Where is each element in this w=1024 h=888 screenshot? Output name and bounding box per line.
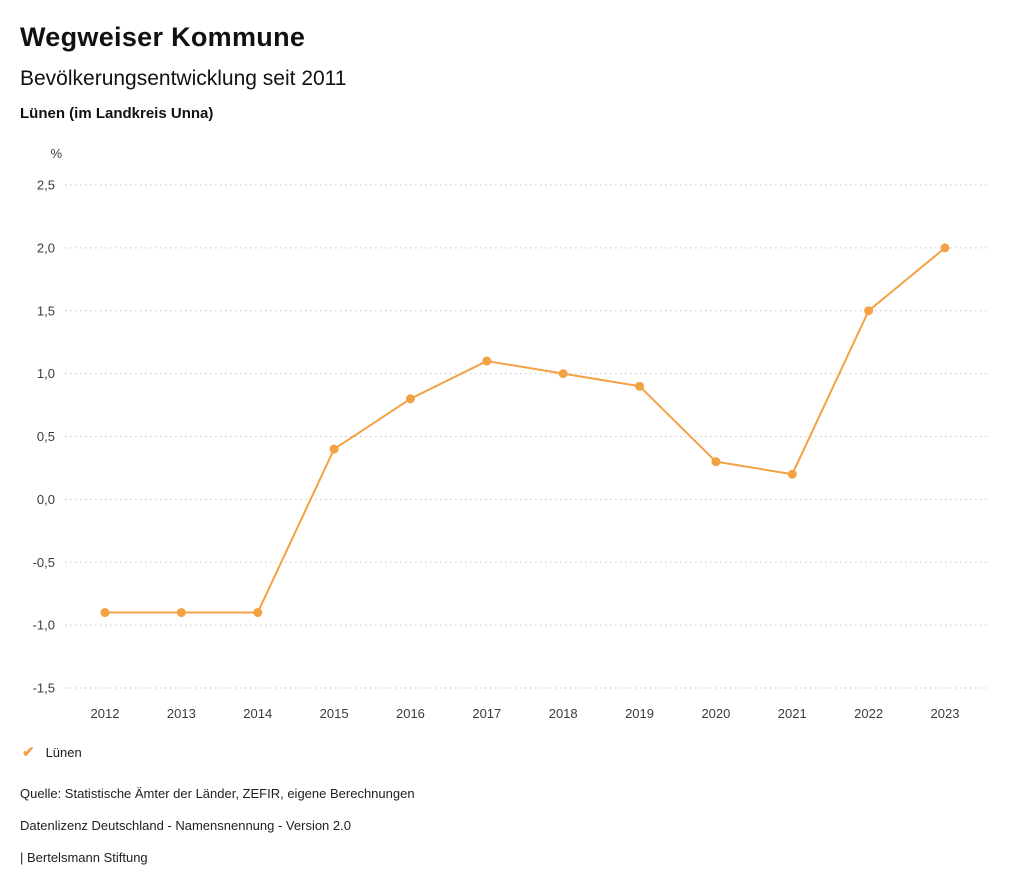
legend: ✔ Lünen [22, 745, 82, 760]
data-point[interactable] [787, 469, 797, 479]
license-line: Datenlizenz Deutschland - Namensnennung … [20, 818, 351, 833]
x-tick-label: 2017 [472, 706, 501, 721]
y-tick-label: 1,0 [37, 366, 55, 381]
x-tick-label: 2021 [778, 706, 807, 721]
y-tick-label: 0,5 [37, 429, 55, 444]
x-tick-label: 2020 [701, 706, 730, 721]
y-tick-label: -1,5 [33, 681, 55, 696]
x-tick-label: 2013 [167, 706, 196, 721]
legend-check-icon: ✔ [22, 744, 35, 761]
page-title: Wegweiser Kommune [20, 22, 306, 52]
data-point[interactable] [711, 457, 721, 467]
data-point[interactable] [558, 369, 568, 379]
footer: Quelle: Statistische Ämter der Länder, Z… [20, 786, 415, 882]
legend-item-luenen[interactable]: ✔ Lünen [22, 745, 82, 760]
x-tick-label: 2018 [549, 706, 578, 721]
data-point[interactable] [482, 356, 492, 366]
x-tick-label: 2019 [625, 706, 654, 721]
data-point[interactable] [253, 608, 263, 618]
chart-location-subtitle: Lünen (im Landkreis Unna) [20, 105, 214, 122]
y-tick-label: -1,0 [33, 618, 55, 633]
x-tick-label: 2015 [320, 706, 349, 721]
series-line [104, 246, 946, 614]
y-tick-label: 1,5 [37, 303, 55, 318]
data-point[interactable] [100, 608, 110, 618]
x-tick-label: 2023 [931, 706, 960, 721]
data-point[interactable] [405, 394, 415, 404]
attribution-line: | Bertelsmann Stiftung [20, 850, 148, 865]
y-tick-label: 2,0 [37, 240, 55, 255]
legend-label: Lünen [45, 745, 82, 760]
data-point[interactable] [635, 381, 645, 391]
chart-title: Bevölkerungsentwicklung seit 2011 [20, 67, 347, 90]
data-point[interactable] [329, 444, 339, 454]
source-line: Quelle: Statistische Ämter der Länder, Z… [20, 786, 415, 801]
y-axis-unit-label: % [50, 146, 62, 161]
x-tick-label: 2022 [854, 706, 883, 721]
x-tick-label: 2016 [396, 706, 425, 721]
data-point[interactable] [864, 306, 874, 316]
data-point[interactable] [176, 608, 186, 618]
population-chart: % 2,5 2,0 1,5 1,0 0,5 0,0 -0,5 -1,0 -1,5 2012 2013 2… [33, 146, 990, 721]
data-point[interactable] [940, 243, 950, 253]
y-tick-label: -0,5 [33, 555, 55, 570]
x-tick-label: 2014 [243, 706, 272, 721]
x-tick-label: 2012 [91, 706, 120, 721]
y-tick-label: 0,0 [37, 492, 55, 507]
y-tick-label: 2,5 [37, 178, 55, 193]
